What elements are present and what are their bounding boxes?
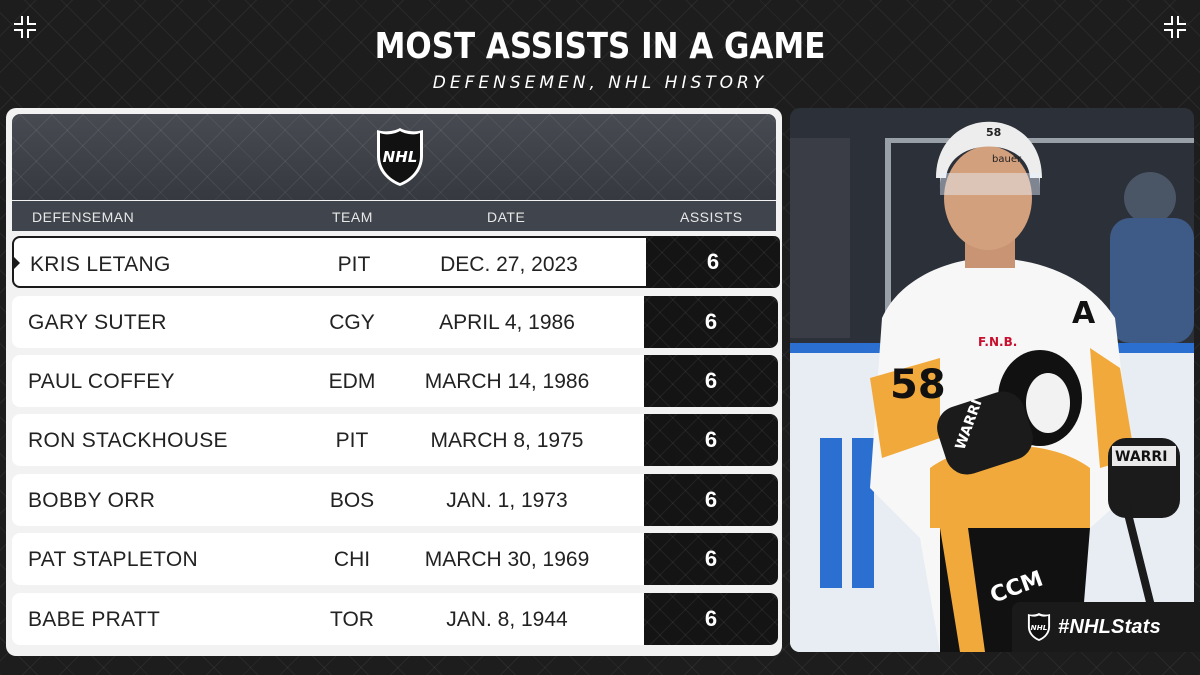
table-row: PAT STAPLETON CHI MARCH 30, 1969 6	[12, 533, 778, 585]
hashtag-text: #NHLStats	[1058, 616, 1161, 638]
stats-table-panel: NHL DEFENSEMAN TEAM DATE ASSISTS KRIS LE…	[6, 108, 782, 656]
player-name: BOBBY ORR	[28, 489, 156, 512]
game-date: DEC. 27, 2023	[440, 253, 578, 276]
game-date: JAN. 8, 1944	[446, 608, 568, 631]
assist-count: 6	[644, 355, 778, 407]
game-date: MARCH 30, 1969	[424, 548, 590, 571]
column-header-date: DATE	[487, 209, 526, 225]
nhl-mini-logo-text: NHL	[1031, 623, 1048, 632]
nhl-shield-icon: NHL	[1027, 613, 1051, 641]
player-team: PIT	[337, 253, 371, 276]
column-header-defenseman: DEFENSEMAN	[32, 209, 135, 225]
jersey-number: 58	[890, 362, 946, 408]
assist-count: 6	[646, 236, 780, 288]
sponsor-patch: F.N.B.	[978, 335, 1017, 349]
assist-count: 6	[644, 296, 778, 348]
game-date: JAN. 1, 1973	[446, 489, 568, 512]
corner-crosshair-icon	[14, 16, 36, 38]
column-header-assists: ASSISTS	[680, 209, 743, 225]
player-name: BABE PRATT	[28, 608, 161, 631]
game-date: MARCH 8, 1975	[430, 429, 584, 452]
column-header-team: TEAM	[332, 209, 373, 225]
glove-brand-right: WARRI	[1115, 449, 1167, 465]
nhl-logo-text: NHL	[383, 148, 418, 166]
table-row: GARY SUTER CGY APRIL 4, 1986 6	[12, 296, 778, 348]
row-pointer-icon	[14, 257, 20, 269]
captain-letter: A	[1072, 296, 1096, 331]
table-row: BOBBY ORR BOS JAN. 1, 1973 6	[12, 474, 778, 526]
player-team: PIT	[335, 429, 369, 452]
player-name: PAUL COFFEY	[28, 370, 175, 393]
hashtag-badge: NHL #NHLStats	[1012, 602, 1200, 652]
game-date: MARCH 14, 1986	[424, 370, 590, 393]
table-banner: NHL	[12, 114, 776, 200]
player-team: TOR	[330, 608, 374, 631]
assist-count: 6	[644, 593, 778, 645]
player-team: BOS	[329, 489, 375, 512]
player-illustration: 58 A F.N.B. bauer 58 WARRI WARRI CCM	[790, 108, 1194, 652]
player-name: RON STACKHOUSE	[28, 429, 228, 452]
player-name: GARY SUTER	[28, 311, 167, 334]
player-name: PAT STAPLETON	[28, 548, 199, 571]
table-row: KRIS LETANG PIT DEC. 27, 2023 6	[12, 236, 780, 288]
column-header-row: DEFENSEMAN TEAM DATE ASSISTS	[12, 201, 776, 231]
corner-crosshair-icon	[1164, 16, 1186, 38]
assist-count: 6	[644, 474, 778, 526]
player-team: EDM	[328, 370, 376, 393]
helmet-brand: bauer	[992, 154, 1022, 165]
nhl-shield-icon: NHL	[377, 128, 423, 186]
table-row: BABE PRATT TOR JAN. 8, 1944 6	[12, 593, 778, 645]
page-title: MOST ASSISTS IN A GAME	[374, 26, 826, 67]
player-team: CHI	[333, 548, 371, 571]
svg-text:58: 58	[986, 126, 1001, 139]
assist-count: 6	[644, 414, 778, 466]
table-row: PAUL COFFEY EDM MARCH 14, 1986 6	[12, 355, 778, 407]
player-team: CGY	[329, 311, 375, 334]
page-subtitle: DEFENSEMEN, NHL HISTORY	[432, 73, 768, 93]
game-date: APRIL 4, 1986	[439, 311, 575, 334]
player-name: KRIS LETANG	[30, 253, 171, 276]
player-photo: 58 A F.N.B. bauer 58 WARRI WARRI CCM	[790, 108, 1194, 652]
assist-count: 6	[644, 533, 778, 585]
table-row: RON STACKHOUSE PIT MARCH 8, 1975 6	[12, 414, 778, 466]
